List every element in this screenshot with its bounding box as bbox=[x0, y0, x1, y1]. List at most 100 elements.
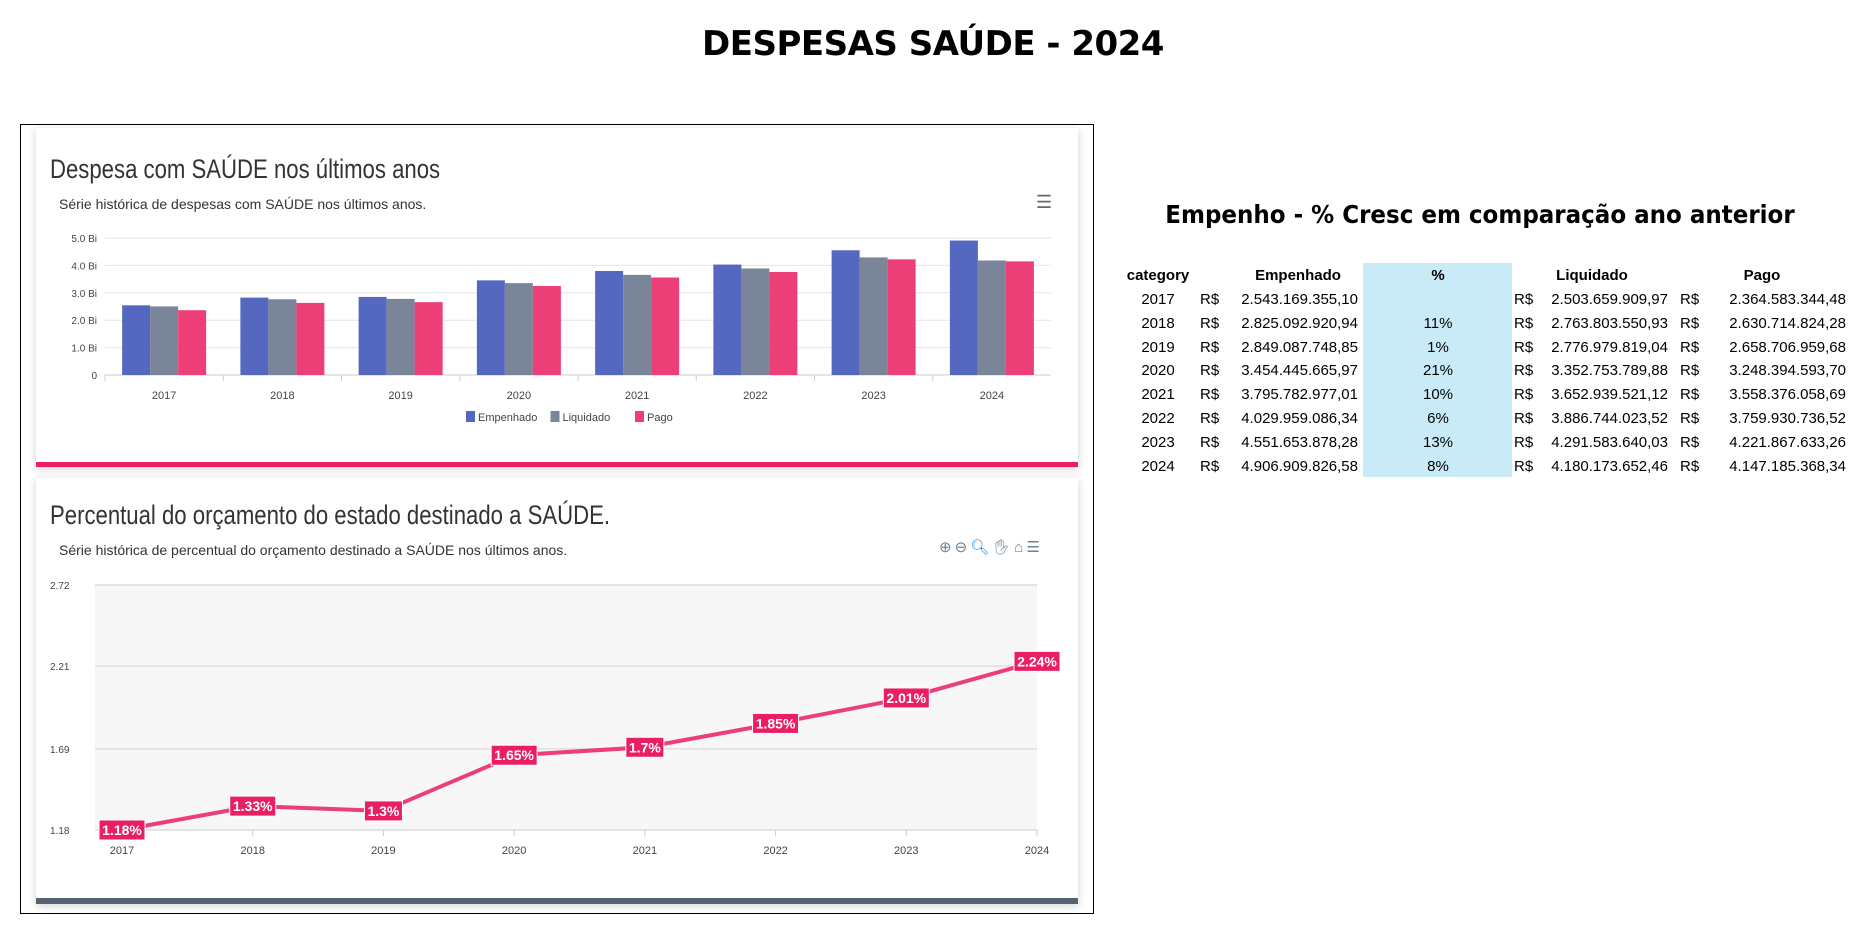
row-category: 2021 bbox=[1141, 386, 1175, 404]
bar-pago bbox=[651, 277, 680, 375]
line-chart-subtitle: Série histórica de percentual do orçamen… bbox=[59, 542, 568, 558]
currency-label: R$ bbox=[1680, 433, 1700, 451]
empenhado-value: 4.029.959.086,34 bbox=[1241, 410, 1358, 427]
bar-liquidado bbox=[386, 298, 415, 375]
y-tick-label: 2.72 bbox=[50, 581, 70, 592]
pago-value: 3.558.376.058,69 bbox=[1729, 386, 1846, 404]
x-tick-label: 2021 bbox=[633, 845, 657, 857]
pago-value: 4.221.867.633,26 bbox=[1729, 433, 1846, 451]
table-header: Empenhado bbox=[1255, 267, 1341, 284]
data-label-box bbox=[625, 736, 665, 758]
liquidado-value: 4.180.173.652,46 bbox=[1551, 457, 1668, 475]
zoom-in-icon[interactable]: ⊕ bbox=[939, 539, 955, 556]
plot-background bbox=[95, 585, 1037, 830]
bar-liquidado bbox=[859, 257, 888, 375]
legend-item: Liquidado bbox=[563, 412, 611, 424]
currency-label: R$ bbox=[1514, 291, 1534, 308]
currency-label: R$ bbox=[1680, 386, 1700, 404]
charts-frame bbox=[20, 124, 1094, 914]
chart-toolbar: ⊕⊖🔍︎✋︎⌂☰ bbox=[939, 538, 1043, 556]
x-tick-label: 2021 bbox=[625, 390, 649, 402]
bar-liquidado bbox=[504, 283, 533, 375]
data-label-box bbox=[490, 744, 538, 766]
pct-growth-value: 11% bbox=[1423, 314, 1453, 332]
empenhado-value: 4.906.909.826,58 bbox=[1241, 457, 1358, 475]
table-header: category bbox=[1126, 267, 1190, 284]
menu-icon[interactable]: ☰ bbox=[1026, 539, 1043, 556]
data-label: 2.24% bbox=[1017, 653, 1057, 669]
pct-growth-value: 13% bbox=[1422, 433, 1454, 451]
data-label: 1.7% bbox=[629, 739, 661, 755]
liquidado-value: 2.503.659.909,97 bbox=[1551, 291, 1668, 308]
x-tick-label: 2024 bbox=[1025, 845, 1049, 857]
empenhado-value: 3.454.445.665,97 bbox=[1241, 362, 1358, 380]
magnifier-icon[interactable]: 🔍︎ bbox=[970, 539, 993, 556]
data-label-box bbox=[1013, 650, 1061, 672]
currency-label: R$ bbox=[1514, 362, 1534, 380]
table-header: Pago bbox=[1743, 267, 1781, 284]
pago-value: 3.248.394.593,70 bbox=[1729, 362, 1846, 380]
currency-label: R$ bbox=[1680, 362, 1700, 380]
currency-label: R$ bbox=[1200, 386, 1220, 404]
currency-label: R$ bbox=[1680, 314, 1700, 332]
data-label: 1.85% bbox=[756, 715, 796, 731]
bar-liquidado bbox=[268, 299, 297, 375]
pago-value: 4.147.185.368,34 bbox=[1729, 457, 1846, 475]
bar-pago bbox=[532, 286, 561, 375]
bar-empenhado bbox=[476, 280, 505, 375]
empenhado-value: 2.825.092.920,94 bbox=[1241, 314, 1358, 332]
bar-chart-title: Despesa com SAÚDE nos últimos anos bbox=[50, 154, 441, 184]
data-label-box bbox=[752, 712, 800, 734]
home-icon[interactable]: ⌂ bbox=[1014, 539, 1027, 556]
x-tick-label: 2020 bbox=[507, 390, 531, 402]
empenhado-value: 2.849.087.748,85 bbox=[1241, 338, 1358, 356]
y-tick-label: 1.0 Bi bbox=[71, 344, 97, 355]
x-tick-label: 2022 bbox=[763, 845, 787, 857]
row-category: 2019 bbox=[1141, 338, 1175, 356]
currency-label: R$ bbox=[1514, 433, 1534, 451]
bar-empenhado bbox=[595, 270, 624, 375]
liquidado-value: 3.886.744.023,52 bbox=[1551, 410, 1668, 427]
page-title: DESPESAS SAÚDE - 2024 bbox=[702, 24, 1164, 64]
x-tick-label: 2024 bbox=[980, 390, 1004, 402]
data-label-box bbox=[363, 800, 403, 822]
bar-chart-subtitle: Série histórica de despesas com SAÚDE no… bbox=[59, 196, 427, 212]
x-tick-label: 2023 bbox=[894, 845, 918, 857]
data-label-box bbox=[98, 819, 146, 841]
pago-value: 2.364.583.344,48 bbox=[1729, 291, 1846, 308]
liquidado-value: 4.291.583.640,03 bbox=[1551, 433, 1668, 451]
menu-icon[interactable]: ☰ bbox=[1036, 192, 1053, 212]
bar-empenhado bbox=[122, 305, 151, 375]
x-tick-label: 2020 bbox=[502, 845, 526, 857]
liquidado-value: 2.763.803.550,93 bbox=[1551, 314, 1668, 332]
currency-label: R$ bbox=[1514, 386, 1534, 404]
x-tick-label: 2018 bbox=[240, 845, 264, 857]
bar-pago bbox=[1005, 261, 1034, 375]
zoom-out-icon[interactable]: ⊖ bbox=[954, 539, 971, 556]
currency-label: R$ bbox=[1200, 433, 1220, 451]
currency-label: R$ bbox=[1514, 314, 1534, 332]
data-label: 1.33% bbox=[233, 798, 273, 814]
legend-item: Empenhado bbox=[478, 412, 537, 424]
pct-growth-value: 6% bbox=[1427, 410, 1449, 427]
pct-growth-value: 10% bbox=[1422, 386, 1454, 404]
data-label: 1.18% bbox=[102, 822, 142, 838]
pan-hand-icon[interactable]: ✋︎ bbox=[992, 539, 1015, 556]
x-tick-label: 2018 bbox=[270, 390, 294, 402]
line-chart-card: Percentual do orçamento do estado destin… bbox=[36, 478, 1078, 904]
empenhado-value: 4.551.653.878,28 bbox=[1241, 433, 1358, 451]
currency-label: R$ bbox=[1200, 314, 1220, 332]
data-label: 1.65% bbox=[494, 747, 534, 763]
empenhado-value: 2.543.169.355,10 bbox=[1241, 291, 1358, 308]
pct-growth-value: 1% bbox=[1427, 338, 1449, 356]
bar-pago bbox=[769, 271, 798, 375]
x-tick-label: 2019 bbox=[371, 845, 395, 857]
currency-label: R$ bbox=[1514, 338, 1534, 356]
y-tick-label: 5.0 Bi bbox=[71, 234, 97, 245]
currency-label: R$ bbox=[1680, 291, 1700, 308]
data-label: 1.3% bbox=[367, 803, 399, 819]
legend-swatch bbox=[466, 411, 475, 422]
liquidado-value: 2.776.979.819,04 bbox=[1551, 338, 1668, 356]
empenhado-value: 3.795.782.977,01 bbox=[1241, 386, 1358, 404]
row-category: 2024 bbox=[1141, 457, 1175, 475]
